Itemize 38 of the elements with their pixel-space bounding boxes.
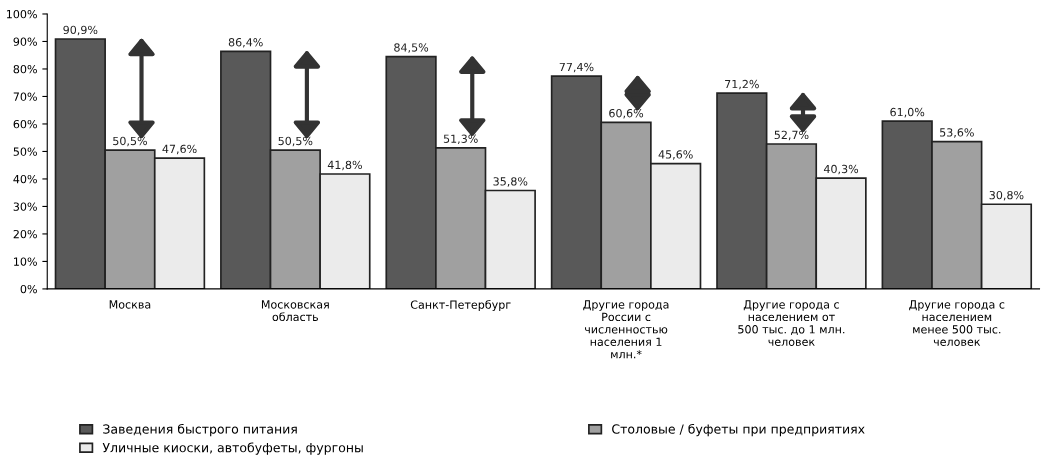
y-tick-label: 90% (13, 37, 37, 46)
y-tick-label: 40% (13, 174, 37, 184)
data-label: 35,8% (493, 177, 528, 187)
data-label: 53,6% (940, 128, 974, 138)
data-label: 84,5% (394, 43, 429, 53)
y-tick-label: 0% (20, 284, 37, 294)
data-label: 47,6% (162, 144, 197, 155)
data-label: 41,8% (327, 160, 362, 171)
legend-label: Заведения быстрого питания (103, 423, 297, 437)
x-tick-label: Санкт-Петербург (410, 300, 511, 311)
y-tick-label: 80% (13, 64, 37, 74)
data-label: 86,4% (228, 38, 263, 48)
legend-label: Уличные киоски, автобуфеты, фургоны (102, 442, 363, 455)
data-label: 77,4% (559, 62, 594, 73)
data-label: 30,8% (989, 190, 1024, 201)
legend-label: Столовые / буфеты при предприятиях (612, 423, 865, 437)
data-label: 61,0% (890, 107, 925, 118)
y-tick-label: 60% (13, 119, 37, 129)
data-label: 50,5% (113, 136, 147, 147)
x-tick-label: Москва (109, 300, 151, 309)
y-tick-label: 10% (14, 257, 37, 266)
data-label: 50,5% (278, 136, 313, 147)
y-tick-label: 70% (13, 92, 37, 101)
data-label: 71,2% (725, 79, 759, 90)
data-label: 90,9% (63, 25, 98, 36)
data-label: 51,3% (443, 134, 478, 145)
y-tick-label: 20% (13, 229, 37, 239)
y-tick-label: 30% (13, 202, 37, 211)
x-tick-label: Другие города с населением от 500 тыс. до 1 млн. человек (738, 300, 845, 346)
data-label: 40,3% (823, 164, 859, 175)
x-tick-label: Московская область (261, 300, 329, 322)
x-tick-label: Другие города России с численностью населения 1 млн.* (583, 300, 669, 359)
data-label: 52,7% (774, 130, 809, 141)
data-label: 45,6% (658, 150, 693, 160)
y-tick-label: 50% (13, 147, 37, 156)
y-tick-label: 100% (6, 9, 37, 19)
data-label: 60,6% (609, 108, 644, 119)
x-tick-label: Другие города с населением менее 500 тыс. человек (909, 300, 1005, 346)
